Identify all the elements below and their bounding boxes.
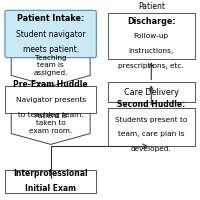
Text: Follow-up: Follow-up <box>134 33 169 39</box>
Text: Discharge:: Discharge: <box>127 17 176 26</box>
Text: Patient: Patient <box>138 2 165 11</box>
FancyBboxPatch shape <box>5 10 96 58</box>
Text: Initial Exam: Initial Exam <box>25 184 76 193</box>
Text: Student navigator: Student navigator <box>16 30 86 39</box>
Polygon shape <box>11 55 90 86</box>
Text: Second Huddle:: Second Huddle: <box>117 100 185 109</box>
FancyBboxPatch shape <box>108 108 195 146</box>
Text: to teaching team.: to teaching team. <box>18 112 84 118</box>
Text: Students present to: Students present to <box>115 117 187 123</box>
Text: Patient is
taken to
exam room.: Patient is taken to exam room. <box>29 113 72 134</box>
Text: Interprofessional: Interprofessional <box>13 169 88 178</box>
FancyBboxPatch shape <box>108 82 195 102</box>
FancyBboxPatch shape <box>5 86 96 113</box>
Text: meets patient.: meets patient. <box>23 45 79 54</box>
Polygon shape <box>11 113 90 144</box>
Text: Care Delivery: Care Delivery <box>124 88 179 97</box>
FancyBboxPatch shape <box>108 13 195 59</box>
FancyBboxPatch shape <box>5 170 96 193</box>
Text: instructions,: instructions, <box>129 48 174 54</box>
Text: Pre-Exam Huddle: Pre-Exam Huddle <box>13 80 88 89</box>
Text: Navigator presents: Navigator presents <box>16 97 86 103</box>
Text: team, care plan is: team, care plan is <box>118 131 185 137</box>
Text: prescriptions, etc.: prescriptions, etc. <box>118 63 184 69</box>
Text: Patient Intake:: Patient Intake: <box>17 14 84 23</box>
Text: developed.: developed. <box>131 146 172 152</box>
Text: Teaching
team is
assigned.: Teaching team is assigned. <box>34 55 68 76</box>
